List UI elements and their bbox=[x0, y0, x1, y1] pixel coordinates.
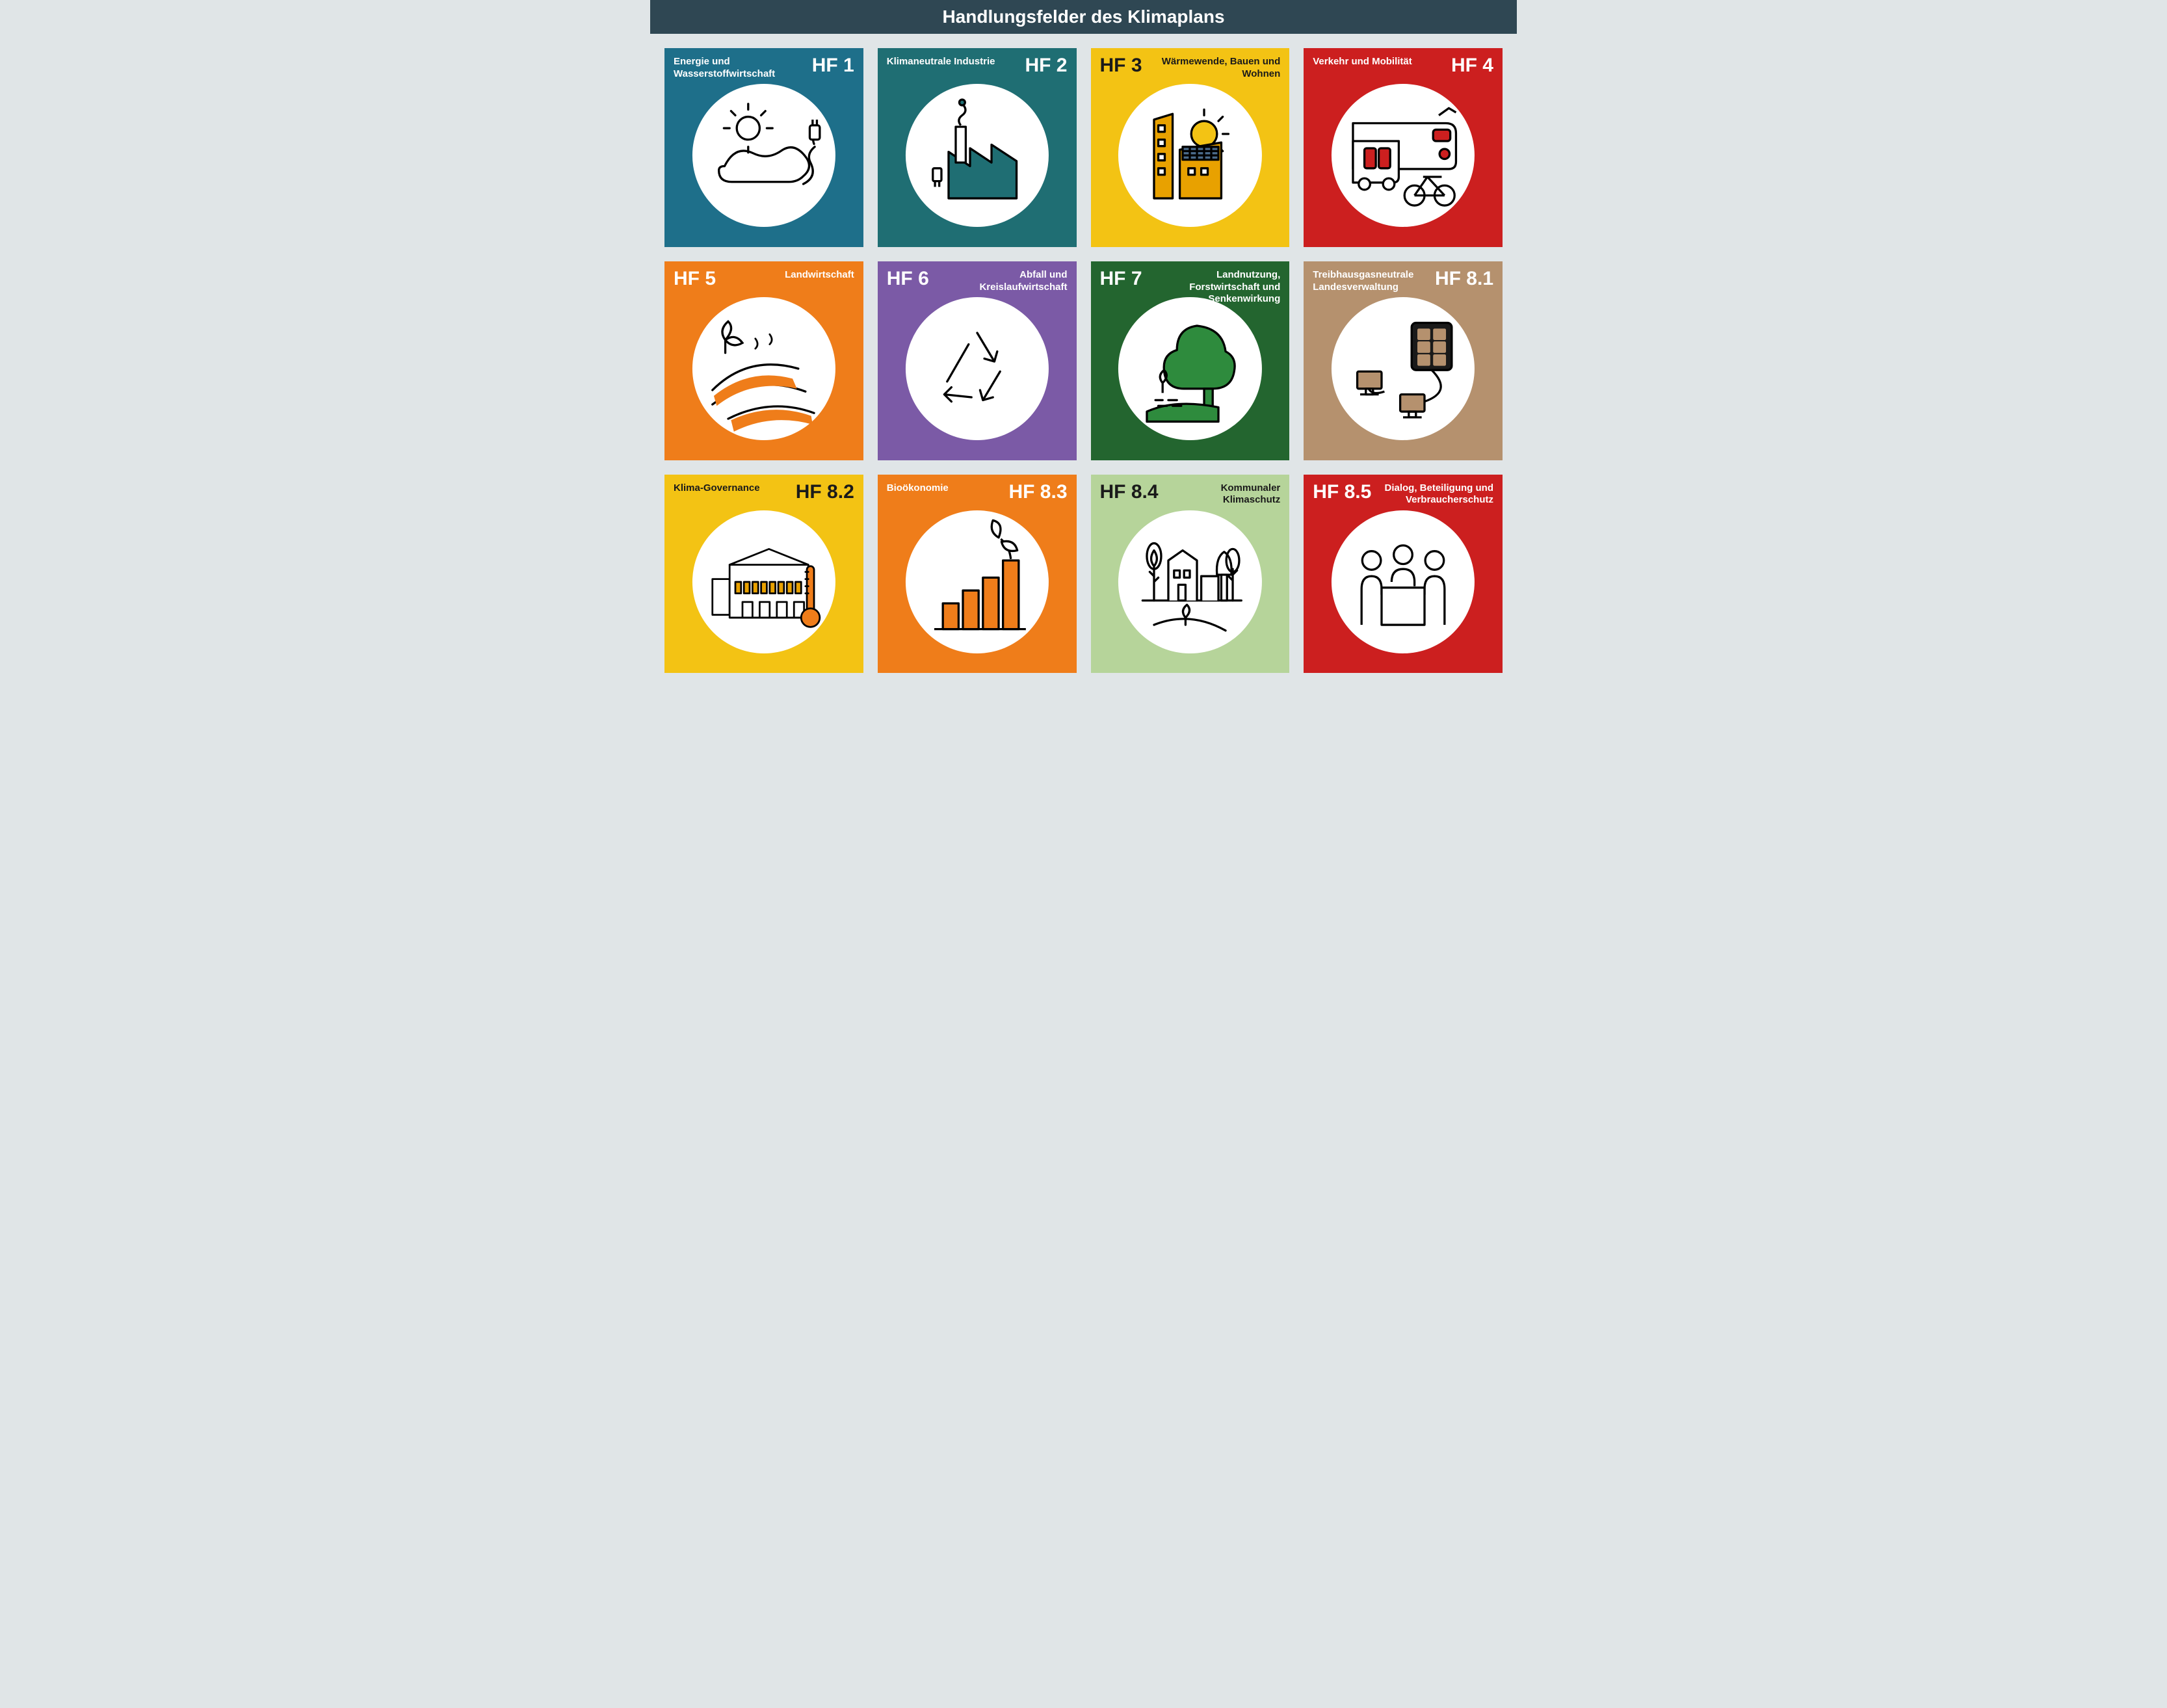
tile-label: Landwirtschaft bbox=[785, 269, 854, 282]
tile-hf82[interactable]: Klima-Governance HF 8.2 bbox=[664, 475, 863, 674]
tile-hf-code: HF 2 bbox=[1025, 56, 1067, 75]
tile-hf5[interactable]: Landwirtschaft HF 5 bbox=[664, 261, 863, 460]
tile-hf-code: HF 3 bbox=[1100, 56, 1142, 75]
municipal-icon bbox=[1118, 510, 1261, 653]
tile-label: Treibhausgasneutrale Landesverwaltung bbox=[1313, 269, 1430, 294]
tile-hf2[interactable]: Klimaneutrale Industrie HF 2 bbox=[878, 48, 1077, 247]
buildings-heat-icon bbox=[1118, 84, 1261, 227]
recycle-icon bbox=[906, 297, 1049, 440]
tile-label: Klimaneutrale Industrie bbox=[887, 56, 995, 68]
tile-hf1[interactable]: Energie und Wasserstoffwirtschaft HF 1 bbox=[664, 48, 863, 247]
tile-label: Wärmewende, Bauen und Wohnen bbox=[1148, 56, 1281, 81]
industry-icon bbox=[906, 84, 1049, 227]
tile-hf-code: HF 8.4 bbox=[1100, 482, 1159, 502]
tile-hf-code: HF 7 bbox=[1100, 269, 1142, 289]
tile-hf-code: HF 1 bbox=[812, 56, 854, 75]
tile-label: Klima-Governance bbox=[674, 482, 760, 495]
energy-hydrogen-icon bbox=[692, 84, 835, 227]
tile-hf-code: HF 8.2 bbox=[796, 482, 854, 502]
page-title: Handlungsfelder des Klimaplans bbox=[650, 0, 1517, 34]
tile-label: Bioökonomie bbox=[887, 482, 949, 495]
tile-hf-code: HF 5 bbox=[674, 269, 716, 289]
tile-grid: Energie und Wasserstoffwirtschaft HF 1 Kli… bbox=[650, 34, 1517, 687]
tile-hf-code: HF 6 bbox=[887, 269, 929, 289]
tile-label: Abfall und Kreislaufwirtschaft bbox=[934, 269, 1068, 294]
forest-icon bbox=[1118, 297, 1261, 440]
klimaplan-infographic: Handlungsfelder des Klimaplans Energie u… bbox=[650, 0, 1517, 687]
bioeconomy-icon bbox=[906, 510, 1049, 653]
tile-hf4[interactable]: Verkehr und Mobilität HF 4 bbox=[1304, 48, 1503, 247]
tile-hf-code: HF 8.3 bbox=[1008, 482, 1067, 502]
tile-hf-code: HF 4 bbox=[1451, 56, 1493, 75]
tile-hf85[interactable]: Dialog, Beteiligung und Verbraucherschut… bbox=[1304, 475, 1503, 674]
tile-label: Energie und Wasserstoffwirtschaft bbox=[674, 56, 807, 81]
tile-label: Kommunaler Klimaschutz bbox=[1164, 482, 1281, 507]
admin-solar-icon bbox=[1332, 297, 1475, 440]
tile-hf84[interactable]: Kommunaler KlimaschutzHF 8.4 bbox=[1091, 475, 1290, 674]
tile-hf81[interactable]: Treibhausgasneutrale LandesverwaltungHF … bbox=[1304, 261, 1503, 460]
tile-hf6[interactable]: Abfall und KreislaufwirtschaftHF 6 bbox=[878, 261, 1077, 460]
tile-label: Dialog, Beteiligung und Verbraucherschut… bbox=[1376, 482, 1493, 507]
tile-label: Verkehr und Mobilität bbox=[1313, 56, 1412, 68]
dialog-icon bbox=[1332, 510, 1475, 653]
tile-hf-code: HF 8.1 bbox=[1435, 269, 1493, 289]
transport-icon bbox=[1332, 84, 1475, 227]
governance-icon bbox=[692, 510, 835, 653]
tile-hf3[interactable]: Wärmewende, Bauen und Wohnen HF 3 bbox=[1091, 48, 1290, 247]
tile-hf83[interactable]: Bioökonomie HF 8.3 bbox=[878, 475, 1077, 674]
tile-hf7[interactable]: Landnutzung, Forstwirtschaft und Senkenw… bbox=[1091, 261, 1290, 460]
agriculture-icon bbox=[692, 297, 835, 440]
tile-hf-code: HF 8.5 bbox=[1313, 482, 1371, 502]
